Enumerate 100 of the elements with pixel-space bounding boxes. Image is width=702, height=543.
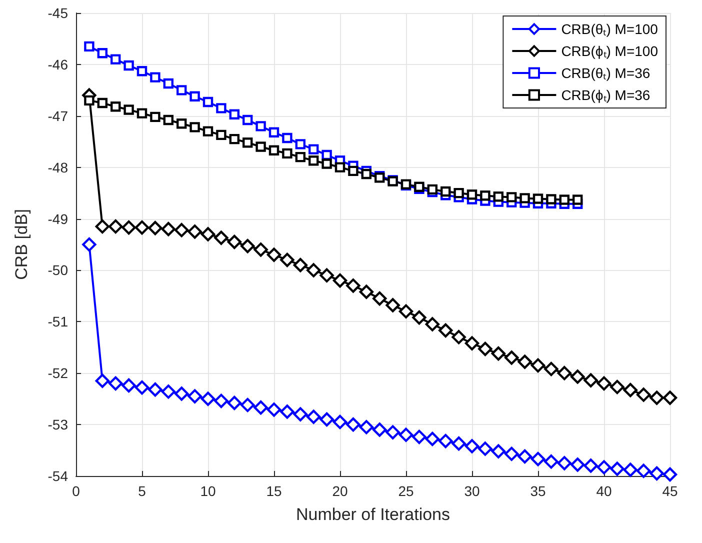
point [518,354,532,369]
x-tick-label: 40 [596,483,612,499]
point [596,376,612,390]
point [584,373,598,388]
point [610,462,624,476]
point [572,194,583,205]
point [306,263,321,278]
point [176,118,187,129]
point [150,112,160,122]
point [464,336,480,350]
point [174,222,189,238]
point [268,127,280,138]
point [478,342,492,356]
point [480,190,490,201]
point [266,248,282,262]
point [97,98,108,108]
point [308,144,319,154]
point [464,439,480,454]
point [282,148,292,159]
point [332,414,348,430]
point [346,278,360,293]
point [200,392,216,406]
y-tick-label: -53 [48,416,68,433]
point [124,60,134,71]
point [359,420,374,434]
point [372,422,387,437]
point [214,230,228,245]
point [108,376,123,390]
point [610,380,624,394]
point [530,358,546,372]
point [308,156,319,166]
point [504,350,519,365]
point [256,142,266,152]
point [306,410,321,424]
point [200,227,216,242]
point [163,114,174,126]
point [427,184,438,195]
point [282,132,292,144]
y-tick-label: -52 [48,365,68,382]
point [398,304,414,318]
point [596,460,612,474]
point [584,458,598,473]
point [623,462,638,477]
point [161,222,176,236]
point [202,126,214,136]
point [332,273,348,288]
point [412,430,426,444]
point [293,258,308,272]
y-tick-label: -45 [48,5,68,21]
point [372,291,387,306]
point [518,449,532,464]
point [438,434,453,448]
point [240,238,255,254]
x-tick-label: 25 [398,483,414,499]
point [136,108,148,118]
point [134,220,150,235]
point [136,66,148,76]
point [386,298,400,312]
point [544,454,558,469]
point [491,444,506,458]
point [174,386,189,401]
point [254,242,268,257]
point [150,72,160,82]
y-tick-label: -48 [48,159,68,176]
point [188,224,202,239]
point [108,219,123,234]
point [570,370,585,384]
x-tick-label: 15 [266,483,282,499]
point [240,398,255,412]
legend-label: CRB(ϕₜ) M=100 [561,43,658,59]
y-tick-label: -50 [48,262,68,278]
point [214,394,228,408]
point [361,168,372,180]
point [242,114,253,126]
point [491,346,506,361]
point [320,412,334,427]
y-tick-label: -46 [48,56,68,72]
point [124,104,134,115]
point [295,152,306,162]
point [229,109,240,120]
point [466,190,478,200]
point [557,366,572,380]
point [493,192,504,202]
point [280,404,294,419]
point [268,145,280,156]
point [280,252,294,268]
point [293,407,308,422]
point [520,193,530,204]
point [82,237,96,252]
x-tick-label: 0 [72,483,80,499]
point [254,400,268,415]
point [412,310,426,325]
point [440,186,451,197]
point [134,380,150,395]
point [190,122,200,132]
point [227,234,242,250]
point [559,194,570,205]
x-tick-label: 45 [662,483,678,499]
point [176,85,187,96]
point [148,220,162,236]
